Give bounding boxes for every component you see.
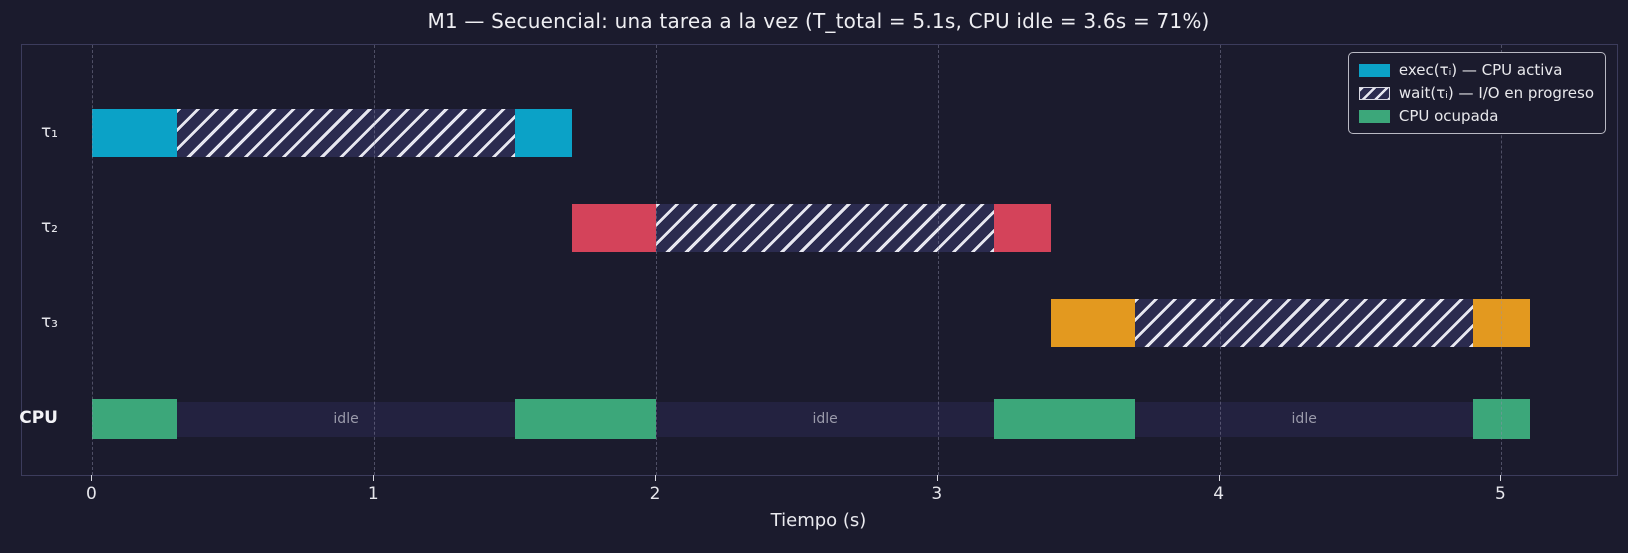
- x-tick-label: 2: [649, 484, 661, 504]
- legend-swatch-wait: [1358, 86, 1390, 100]
- task-exec-bar: [571, 204, 657, 252]
- legend-swatch-exec: [1358, 63, 1390, 77]
- cpu-busy-bar: [92, 399, 177, 439]
- chart-title: M1 — Secuencial: una tarea a la vez (T_t…: [427, 9, 1210, 33]
- task-wait-bar: [656, 204, 995, 252]
- gridline: [92, 45, 94, 475]
- x-tick-mark: [1218, 475, 1220, 481]
- task-exec-bar: [1050, 299, 1136, 347]
- task-exec-bar: [1473, 299, 1530, 347]
- cpu-idle-band: [1135, 401, 1474, 437]
- cpu-idle-band: [176, 401, 516, 437]
- legend-item: wait(τᵢ) — I/O en progreso: [1358, 84, 1594, 102]
- x-tick-label: 0: [86, 484, 97, 504]
- x-tick-mark: [91, 475, 93, 481]
- task-wait-bar: [176, 109, 516, 157]
- x-tick-mark: [655, 475, 657, 481]
- gridline: [1219, 45, 1221, 475]
- x-tick-label: 5: [1495, 484, 1506, 504]
- x-tick-mark: [1500, 475, 1502, 481]
- cpu-idle-label: idle: [812, 411, 838, 427]
- legend-label: exec(τᵢ) — CPU activa: [1398, 61, 1563, 79]
- y-tick-label: τ₁: [40, 122, 58, 142]
- x-tick-mark: [936, 475, 938, 481]
- legend-item: CPU ocupada: [1358, 107, 1594, 125]
- gridline: [374, 45, 376, 475]
- cpu-idle-band: [656, 401, 995, 437]
- cpu-idle-label: idle: [1291, 411, 1317, 427]
- x-axis-title: Tiempo (s): [770, 510, 867, 531]
- legend-label: CPU ocupada: [1398, 107, 1499, 125]
- task-wait-bar: [1135, 299, 1474, 347]
- cpu-busy-bar: [515, 399, 657, 439]
- gridline: [656, 45, 658, 475]
- legend-label: wait(τᵢ) — I/O en progreso: [1398, 84, 1594, 102]
- x-tick-label: 3: [931, 484, 943, 504]
- x-tick-label: 4: [1213, 484, 1225, 504]
- y-tick-label: τ₃: [40, 312, 58, 332]
- legend-item: exec(τᵢ) — CPU activa: [1358, 61, 1594, 79]
- y-tick-label: CPU: [19, 408, 58, 428]
- legend: exec(τᵢ) — CPU activa wait(τᵢ) — I/O en p…: [1347, 52, 1606, 134]
- task-exec-bar: [92, 109, 177, 157]
- x-tick-label: 1: [367, 484, 379, 504]
- task-exec-bar: [994, 204, 1051, 252]
- x-tick-mark: [373, 475, 375, 481]
- gridline: [1501, 45, 1503, 475]
- plot-area: idle idle idle: [21, 44, 1618, 476]
- legend-swatch-cpu: [1358, 109, 1390, 123]
- gridline: [937, 45, 939, 475]
- cpu-busy-bar: [1473, 399, 1530, 439]
- cpu-busy-bar: [994, 399, 1136, 439]
- task-exec-bar: [515, 109, 572, 157]
- cpu-idle-label: idle: [333, 411, 359, 427]
- y-tick-label: τ₂: [40, 217, 58, 237]
